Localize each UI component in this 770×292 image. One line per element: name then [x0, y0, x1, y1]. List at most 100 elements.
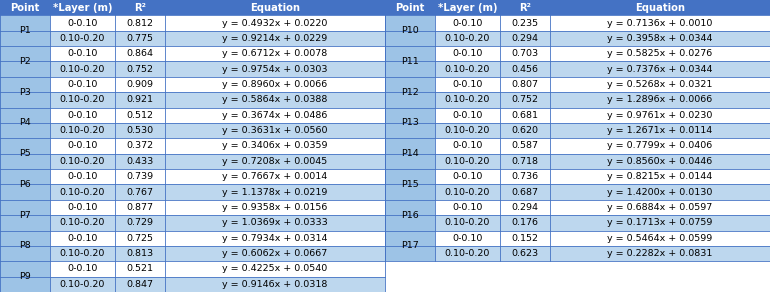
Bar — [50, 15, 115, 31]
Text: 0.767: 0.767 — [126, 187, 153, 197]
Text: 0.294: 0.294 — [511, 203, 538, 212]
Bar — [550, 15, 770, 31]
Bar — [115, 92, 165, 107]
Text: *Layer (m): *Layer (m) — [438, 3, 497, 13]
Bar — [435, 31, 500, 46]
Text: y = 1.2671x + 0.0114: y = 1.2671x + 0.0114 — [608, 126, 712, 135]
Text: 0.909: 0.909 — [126, 80, 153, 89]
Bar — [50, 246, 115, 261]
Text: 0-0.10: 0-0.10 — [67, 111, 98, 120]
Bar — [0, 230, 50, 261]
Bar — [435, 92, 500, 107]
Bar — [50, 138, 115, 154]
Text: P12: P12 — [401, 88, 419, 97]
Bar — [0, 107, 50, 138]
Bar — [165, 77, 385, 92]
Bar — [385, 77, 435, 107]
Text: 0.847: 0.847 — [126, 280, 153, 289]
Bar — [165, 62, 385, 77]
Bar — [500, 77, 550, 92]
Text: y = 0.9146x + 0.0318: y = 0.9146x + 0.0318 — [223, 280, 328, 289]
Text: P1: P1 — [19, 26, 31, 35]
Bar — [165, 230, 385, 246]
Bar — [165, 185, 385, 200]
Text: y = 0.3958x + 0.0344: y = 0.3958x + 0.0344 — [608, 34, 713, 43]
Text: 0.456: 0.456 — [511, 65, 538, 74]
Bar — [50, 123, 115, 138]
Bar — [550, 0, 770, 15]
Bar — [115, 277, 165, 292]
Text: P4: P4 — [19, 119, 31, 127]
Bar — [165, 200, 385, 215]
Bar — [165, 215, 385, 230]
Bar — [0, 46, 50, 77]
Text: 0-0.10: 0-0.10 — [452, 111, 483, 120]
Text: 0.623: 0.623 — [511, 249, 538, 258]
Text: 0.718: 0.718 — [511, 157, 538, 166]
Text: 0.512: 0.512 — [126, 111, 153, 120]
Bar — [500, 215, 550, 230]
Bar — [500, 62, 550, 77]
Text: 0-0.10: 0-0.10 — [67, 142, 98, 150]
Bar — [435, 200, 500, 215]
Text: y = 0.8960x + 0.0066: y = 0.8960x + 0.0066 — [223, 80, 327, 89]
Text: 0.372: 0.372 — [126, 142, 153, 150]
Bar — [550, 185, 770, 200]
Bar — [115, 77, 165, 92]
Text: y = 0.6062x + 0.0667: y = 0.6062x + 0.0667 — [223, 249, 327, 258]
Text: 0.10-0.20: 0.10-0.20 — [60, 126, 105, 135]
Bar — [165, 138, 385, 154]
Text: 0.725: 0.725 — [126, 234, 153, 243]
Bar — [115, 185, 165, 200]
Text: y = 1.2896x + 0.0066: y = 1.2896x + 0.0066 — [608, 95, 712, 105]
Bar — [435, 0, 500, 15]
Text: Point: Point — [395, 3, 425, 13]
Text: 0.10-0.20: 0.10-0.20 — [60, 65, 105, 74]
Bar — [550, 215, 770, 230]
Bar — [385, 261, 770, 292]
Bar — [50, 92, 115, 107]
Text: 0.152: 0.152 — [511, 234, 538, 243]
Bar — [50, 31, 115, 46]
Text: P14: P14 — [401, 149, 419, 158]
Bar — [0, 138, 50, 169]
Text: 0.10-0.20: 0.10-0.20 — [60, 249, 105, 258]
Bar — [500, 230, 550, 246]
Bar — [115, 123, 165, 138]
Text: 0-0.10: 0-0.10 — [67, 49, 98, 58]
Bar — [50, 46, 115, 62]
Text: 0.10-0.20: 0.10-0.20 — [445, 218, 490, 227]
Text: 0.10-0.20: 0.10-0.20 — [60, 157, 105, 166]
Text: 0.530: 0.530 — [126, 126, 153, 135]
Text: *Layer (m): *Layer (m) — [53, 3, 112, 13]
Bar — [0, 200, 50, 230]
Text: y = 0.3631x + 0.0560: y = 0.3631x + 0.0560 — [223, 126, 328, 135]
Bar — [385, 230, 435, 261]
Text: y = 1.1378x + 0.0219: y = 1.1378x + 0.0219 — [223, 187, 328, 197]
Text: 0.687: 0.687 — [511, 187, 538, 197]
Bar — [0, 77, 50, 107]
Bar — [50, 215, 115, 230]
Bar — [500, 169, 550, 185]
Bar — [165, 277, 385, 292]
Bar — [550, 123, 770, 138]
Text: y = 0.5825x + 0.0276: y = 0.5825x + 0.0276 — [608, 49, 712, 58]
Text: y = 0.5268x + 0.0321: y = 0.5268x + 0.0321 — [608, 80, 713, 89]
Bar — [165, 92, 385, 107]
Bar — [50, 230, 115, 246]
Text: y = 0.7208x + 0.0045: y = 0.7208x + 0.0045 — [223, 157, 327, 166]
Bar — [50, 77, 115, 92]
Text: 0-0.10: 0-0.10 — [67, 172, 98, 181]
Text: P8: P8 — [19, 241, 31, 251]
Text: 0.864: 0.864 — [126, 49, 153, 58]
Bar — [435, 107, 500, 123]
Bar — [115, 62, 165, 77]
Bar — [500, 154, 550, 169]
Text: y = 0.9214x + 0.0229: y = 0.9214x + 0.0229 — [223, 34, 327, 43]
Bar — [550, 77, 770, 92]
Text: P17: P17 — [401, 241, 419, 251]
Bar — [435, 169, 500, 185]
Text: R²: R² — [519, 3, 531, 13]
Bar — [115, 230, 165, 246]
Text: 0.10-0.20: 0.10-0.20 — [60, 95, 105, 105]
